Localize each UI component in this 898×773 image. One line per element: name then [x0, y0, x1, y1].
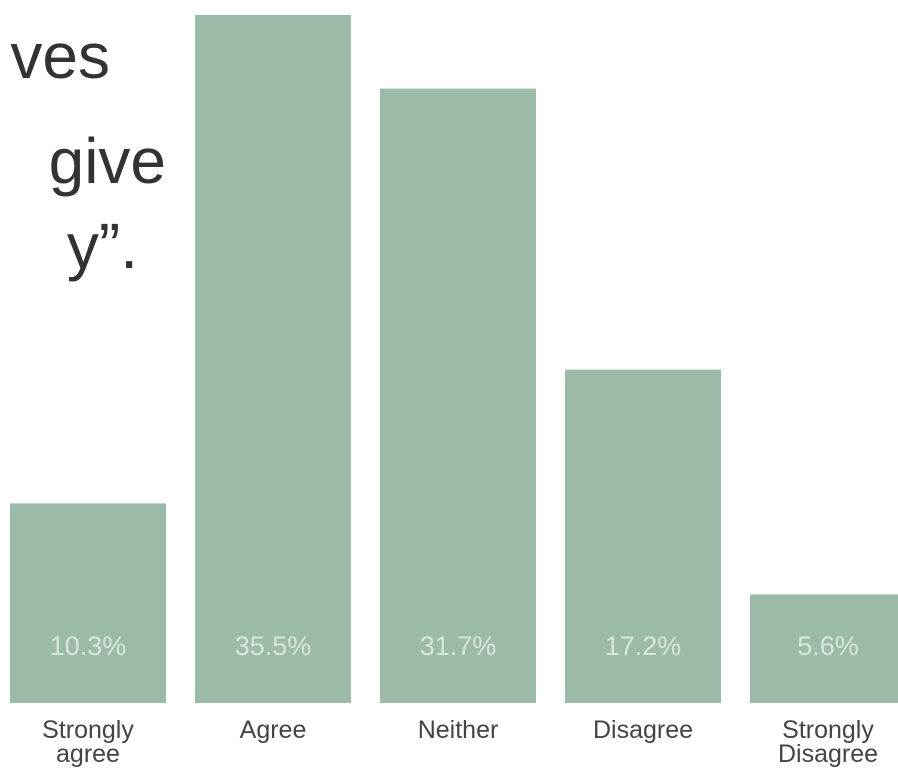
- value-label: 10.3%: [50, 631, 127, 661]
- bar: [750, 594, 898, 703]
- value-label: 35.5%: [235, 631, 312, 661]
- category-label: Disagree: [592, 716, 694, 744]
- bar: [380, 88, 536, 703]
- title-line: ves: [10, 20, 110, 92]
- title-line: give: [49, 125, 166, 197]
- category-label: Strongly agree: [42, 716, 134, 768]
- bar: [10, 503, 166, 703]
- value-label: 5.6%: [797, 631, 859, 661]
- category-label: Neither: [417, 716, 499, 744]
- category-label: Agree: [239, 716, 307, 744]
- title-line: y”.: [67, 210, 138, 282]
- value-label: 17.2%: [605, 631, 682, 661]
- bar: [195, 15, 351, 703]
- value-label: 31.7%: [420, 631, 497, 661]
- category-label: Strongly Disagree: [777, 716, 879, 768]
- bar: [565, 369, 721, 703]
